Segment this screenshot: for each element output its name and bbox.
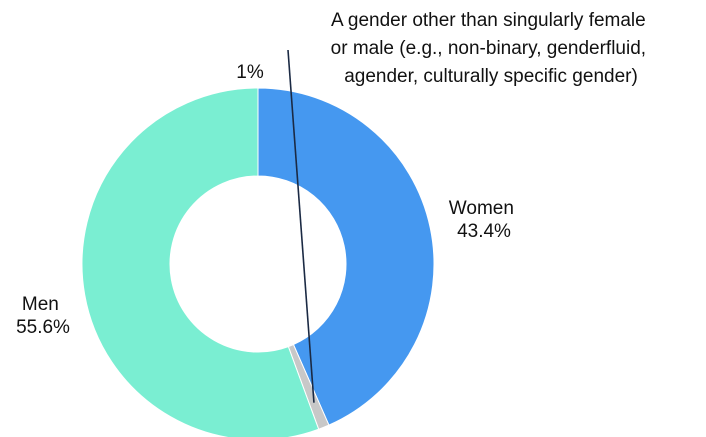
label-other-category: A gender other than singularly female or… bbox=[331, 10, 652, 87]
label-women-name: Women bbox=[449, 198, 514, 219]
leader-line-other bbox=[287, 49, 315, 403]
label-men-value: 55.6% bbox=[16, 317, 70, 338]
label-men: Men 55.6% bbox=[16, 294, 70, 338]
label-men-name: Men bbox=[22, 294, 59, 315]
label-other-line-2: or male (e.g., non-binary, genderfluid, bbox=[331, 38, 646, 59]
label-other-line-3: agender, culturally specific gender) bbox=[344, 66, 638, 87]
label-other-value: 1% bbox=[236, 62, 264, 83]
label-women-value: 43.4% bbox=[457, 221, 511, 242]
donut-slices bbox=[81, 87, 435, 437]
label-other-line-1: A gender other than singularly female bbox=[331, 10, 646, 31]
slice-men bbox=[81, 87, 320, 437]
label-women: Women 43.4% bbox=[449, 198, 519, 242]
slice-women bbox=[257, 87, 435, 426]
